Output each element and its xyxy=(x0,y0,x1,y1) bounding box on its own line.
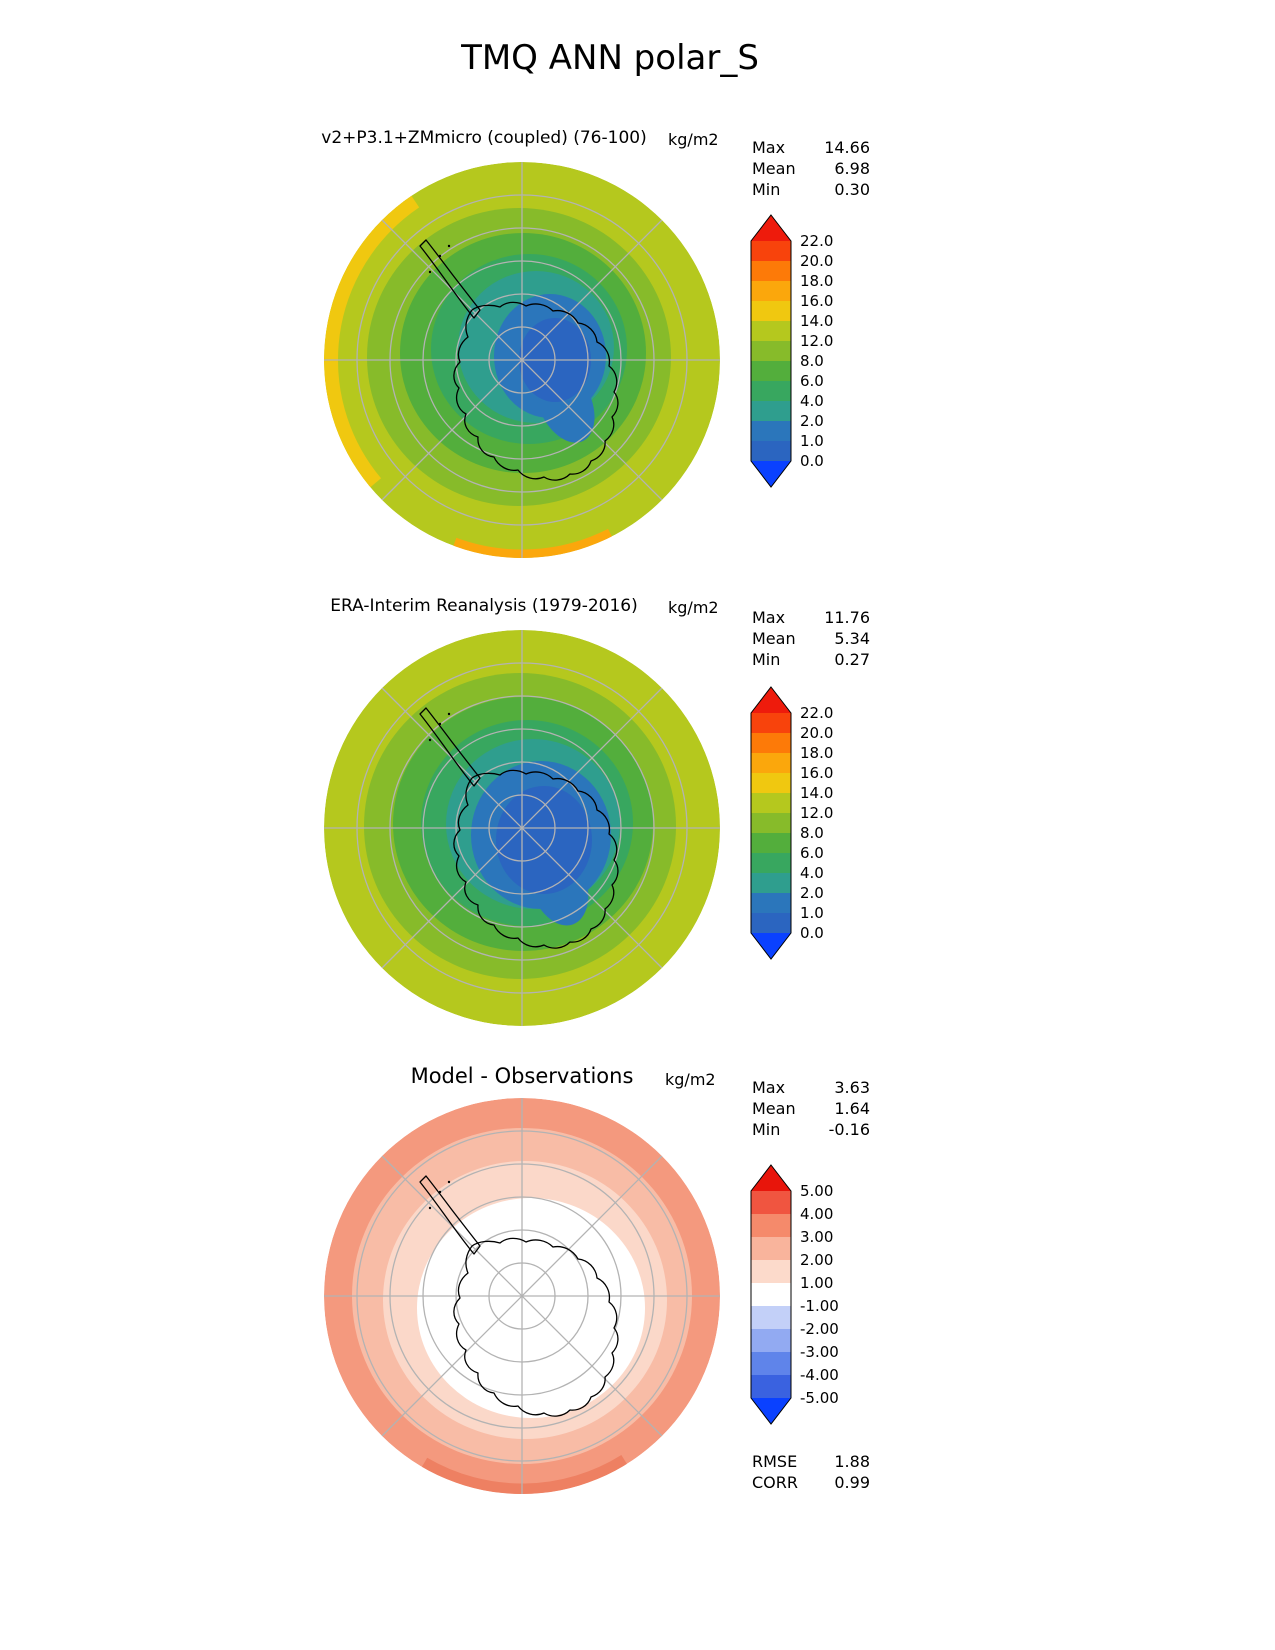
colorbar-tick-label: 2.0 xyxy=(800,412,824,430)
colorbar-tick-label: 18.0 xyxy=(800,744,834,762)
colorbar-tick-label: 8.0 xyxy=(800,824,824,842)
colorbar-tick-label: 20.0 xyxy=(800,252,834,270)
colorbar-tick-label: 1.00 xyxy=(800,1274,834,1292)
stat-label: Max xyxy=(752,608,786,627)
colorbar-tick-label: 8.0 xyxy=(800,352,824,370)
stat-row: Max 14.66 xyxy=(752,137,870,158)
stat-label: Min xyxy=(752,1120,781,1139)
colorbar-tick-label: 16.0 xyxy=(800,292,834,310)
panel3-title: Model - Observations xyxy=(410,1064,634,1088)
colorbar-tick-label: -2.00 xyxy=(800,1320,839,1338)
stat-value: 0.30 xyxy=(834,180,870,199)
graticule xyxy=(324,630,720,1026)
colorbar-tick-label: -1.00 xyxy=(800,1297,839,1315)
colorbar-tick-label: 12.0 xyxy=(800,804,834,822)
colorbar-tick-label: 6.0 xyxy=(800,844,824,862)
stat-label: Min xyxy=(752,650,781,669)
colorbar-tick-label: 16.0 xyxy=(800,764,834,782)
colorbar-tick-label: 4.00 xyxy=(800,1205,834,1223)
map-diff-panel xyxy=(324,1098,720,1494)
stat-value: 1.64 xyxy=(834,1099,870,1118)
map-obs-panel xyxy=(324,630,720,1026)
colorbar-tick-label: 2.00 xyxy=(800,1251,834,1269)
stat-row: Min -0.16 xyxy=(752,1119,870,1140)
colorbar-tick-label: 5.00 xyxy=(800,1182,834,1200)
panel1-title: v2+P3.1+ZMmicro (coupled) (76-100) xyxy=(321,128,647,148)
stat-row: Mean 6.98 xyxy=(752,158,870,179)
stat-row: Mean 1.64 xyxy=(752,1098,870,1119)
stat-value: 1.88 xyxy=(834,1452,870,1471)
stat-label: Min xyxy=(752,180,781,199)
panel2-units: kg/m2 xyxy=(668,598,719,617)
stats-panel-3: Max 3.63 Mean 1.64 Min -0.16 xyxy=(752,1077,870,1140)
stats-panel-1: Max 14.66 Mean 6.98 Min 0.30 xyxy=(752,137,870,200)
stat-value: 6.98 xyxy=(834,159,870,178)
coastline xyxy=(419,707,619,949)
stat-value: -0.16 xyxy=(828,1120,870,1139)
stat-label: Max xyxy=(752,138,786,157)
rmse-corr-block: RMSE 1.88 CORR 0.99 xyxy=(752,1451,870,1493)
stat-value: 0.27 xyxy=(834,650,870,669)
colorbar-tick-label: -4.00 xyxy=(800,1366,839,1384)
panel3-units: kg/m2 xyxy=(665,1070,716,1089)
graticule xyxy=(324,1098,720,1494)
stat-label: Mean xyxy=(752,629,796,648)
colorbar-tick-label: 22.0 xyxy=(800,704,834,722)
stat-value: 5.34 xyxy=(834,629,870,648)
stat-label: CORR xyxy=(752,1473,798,1492)
stat-value: 3.63 xyxy=(834,1078,870,1097)
coastline xyxy=(419,239,619,481)
stat-row: Min 0.27 xyxy=(752,649,870,670)
stat-label: Mean xyxy=(752,159,796,178)
colorbar-tick-label: 1.0 xyxy=(800,432,824,450)
graticule xyxy=(324,162,720,558)
colorbar-tick-label: 6.0 xyxy=(800,372,824,390)
stat-value: 11.76 xyxy=(824,608,870,627)
stat-row: Mean 5.34 xyxy=(752,628,870,649)
colorbar-tick-label: 12.0 xyxy=(800,332,834,350)
stat-row: Max 3.63 xyxy=(752,1077,870,1098)
colorbar-tick-label: 1.0 xyxy=(800,904,824,922)
colorbar-tick-label: -3.00 xyxy=(800,1343,839,1361)
stat-value: 14.66 xyxy=(824,138,870,157)
stat-label: Max xyxy=(752,1078,786,1097)
colorbar-tick-label: 22.0 xyxy=(800,232,834,250)
stats-panel-2: Max 11.76 Mean 5.34 Min 0.27 xyxy=(752,607,870,670)
colorbar-tick-label: 3.00 xyxy=(800,1228,834,1246)
stat-row: Min 0.30 xyxy=(752,179,870,200)
colorbar-tick-label: 14.0 xyxy=(800,312,834,330)
colorbar-tick-label: 4.0 xyxy=(800,392,824,410)
colorbar-tick-label: 20.0 xyxy=(800,724,834,742)
stat-value: 0.99 xyxy=(834,1473,870,1492)
colorbar-tick-label: 2.0 xyxy=(800,884,824,902)
map-model-panel xyxy=(324,162,720,558)
stat-row: Max 11.76 xyxy=(752,607,870,628)
stat-label: RMSE xyxy=(752,1452,798,1471)
colorbar-tick-label: -5.00 xyxy=(800,1389,839,1407)
panel2-title: ERA-Interim Reanalysis (1979-2016) xyxy=(330,596,638,616)
stat-label: Mean xyxy=(752,1099,796,1118)
colorbar-panel-3 xyxy=(750,1164,792,1429)
colorbar-tick-label: 4.0 xyxy=(800,864,824,882)
figure-title: TMQ ANN polar_S xyxy=(461,38,759,78)
colorbar-panel-1 xyxy=(750,214,792,492)
colorbar-tick-label: 0.0 xyxy=(800,924,824,942)
stat-row: RMSE 1.88 xyxy=(752,1451,870,1472)
colorbar-tick-label: 18.0 xyxy=(800,272,834,290)
coastline xyxy=(419,1175,619,1417)
colorbar-tick-label: 14.0 xyxy=(800,784,834,802)
stat-row: CORR 0.99 xyxy=(752,1472,870,1493)
panel1-units: kg/m2 xyxy=(668,130,719,149)
colorbar-tick-label: 0.0 xyxy=(800,452,824,470)
colorbar-panel-2 xyxy=(750,686,792,964)
